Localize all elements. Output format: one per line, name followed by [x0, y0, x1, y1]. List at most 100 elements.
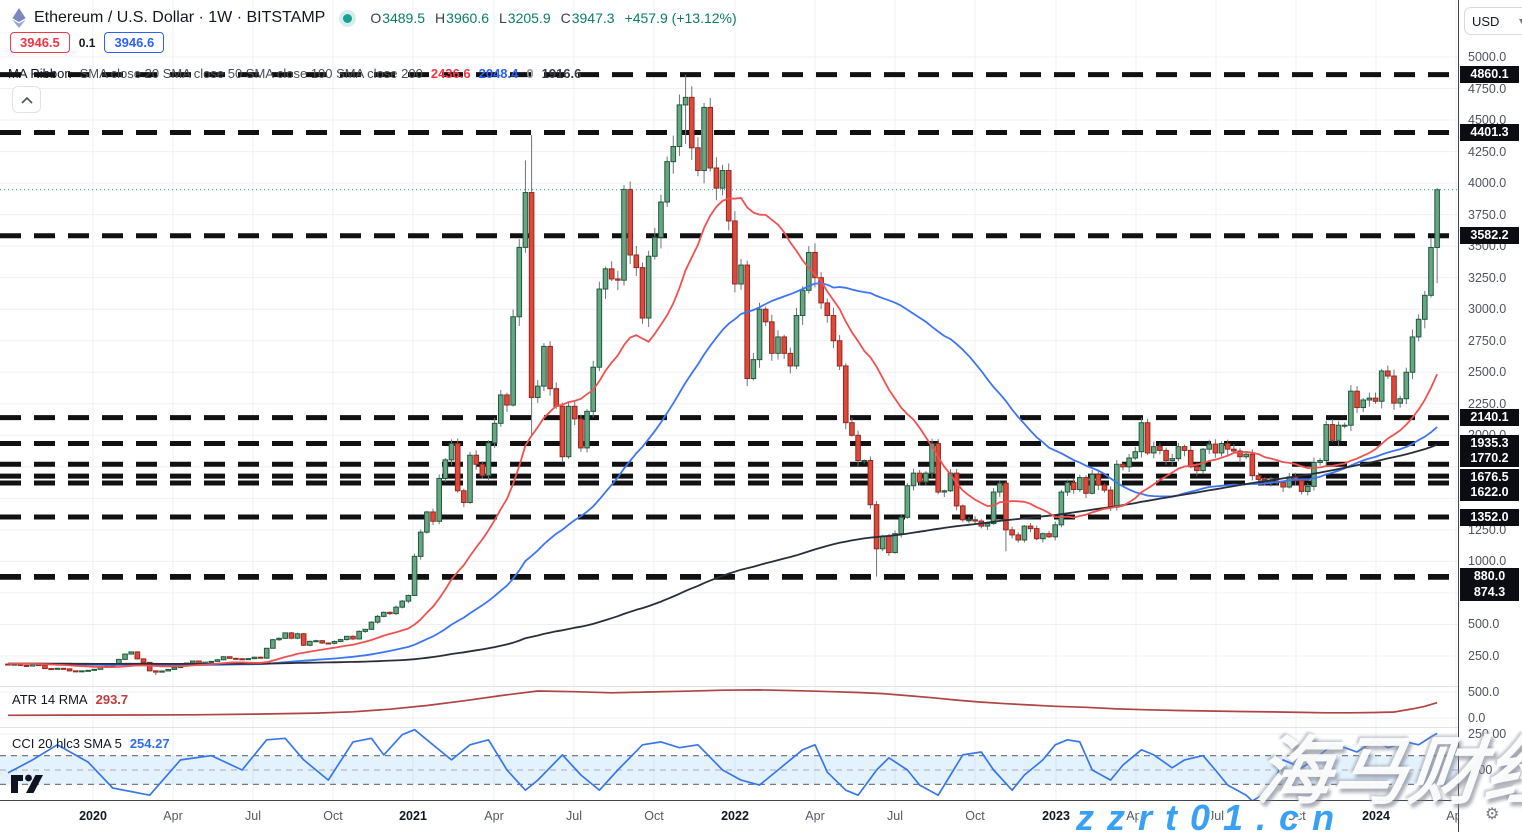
candle-body — [350, 635, 356, 640]
price-scale[interactable]: USD ▾ 5000.0 4750.0 4500.0 4250.0 4000.0 3750… — [1458, 0, 1522, 800]
candle-body — [688, 96, 695, 149]
candle-body — [670, 146, 677, 163]
collapse-legend-button[interactable] — [12, 86, 41, 113]
axis-corner: ⚙ — [1458, 800, 1522, 832]
time-axis[interactable]: 2020 Apr Jul Oct 2021 Apr Jul Oct 2022 Apr Jul Oct 2… — [0, 800, 1522, 832]
price-tick: 250.0 — [1468, 648, 1500, 663]
chart-canvas[interactable] — [0, 0, 1458, 800]
price-tick: 1000.0 — [1468, 554, 1507, 569]
candle-body — [534, 385, 541, 398]
candle-body — [424, 511, 430, 533]
candle-body — [1218, 442, 1225, 454]
candle-body — [1015, 534, 1022, 541]
candle-body — [578, 418, 584, 449]
candle-body — [553, 388, 560, 407]
price-level-label: 1770.2 — [1460, 449, 1519, 467]
candle-body — [1064, 482, 1071, 493]
candle-body — [522, 192, 529, 248]
price-tick: 500.0 — [1468, 617, 1500, 632]
candle-body — [1385, 370, 1391, 377]
candle-body — [541, 345, 547, 387]
candle-body — [356, 630, 362, 640]
time-tick-month: Apr — [805, 809, 825, 823]
candle-body — [941, 490, 948, 493]
candle-body — [393, 606, 399, 615]
price-level-label: 4860.1 — [1460, 66, 1519, 84]
candle-body — [984, 523, 991, 527]
time-tick-month: Jul — [1208, 809, 1224, 823]
candle-body — [276, 637, 282, 641]
candle-body — [695, 147, 701, 171]
candle-body — [325, 642, 332, 645]
candle-body — [245, 658, 252, 661]
candle-body — [830, 315, 837, 342]
candle-body — [282, 632, 288, 639]
candle-body — [565, 405, 572, 458]
candle-body — [491, 422, 498, 444]
candle-body — [1280, 482, 1286, 488]
candle-body — [824, 302, 831, 317]
sell-price-button[interactable]: 3946.5 — [10, 32, 70, 53]
candle-body — [1163, 449, 1169, 462]
indicator-params: SMA close 20 SMA close 50 SMA close 100 … — [79, 66, 423, 81]
atr-scale-tick: 500.0 — [1468, 685, 1500, 699]
price-tick: 3000.0 — [1468, 302, 1507, 317]
candle-body — [1040, 533, 1046, 540]
candle-body — [762, 308, 769, 323]
candle-body — [621, 188, 627, 281]
candle-body — [1083, 477, 1089, 494]
candle-body — [473, 454, 479, 465]
candle-body — [1372, 397, 1379, 402]
candle-body — [1089, 473, 1095, 494]
candle-body — [368, 621, 375, 630]
price-tick: 5000.0 — [1468, 50, 1507, 64]
candle-body — [1132, 451, 1139, 459]
buy-price-button[interactable]: 3946.6 — [104, 32, 165, 53]
settings-gear-icon[interactable]: ⚙ — [1485, 806, 1500, 823]
currency-dropdown[interactable]: USD ▾ — [1464, 7, 1522, 35]
candle-body — [879, 535, 886, 550]
time-tick-month: Oct — [323, 809, 343, 823]
candle-body — [682, 96, 689, 106]
candle-body — [929, 442, 935, 474]
atr-line — [7, 689, 1438, 717]
candle-body — [1144, 422, 1151, 454]
candle-body — [233, 657, 239, 660]
candle-body — [504, 394, 510, 406]
candle-body — [645, 255, 652, 319]
candle-body — [1169, 458, 1176, 462]
candle-body — [596, 288, 603, 368]
candle-body — [1033, 528, 1040, 540]
time-tick-month: Apr — [484, 809, 504, 823]
tradingview-logo[interactable] — [10, 771, 44, 800]
candle-body — [1243, 453, 1249, 458]
candle-body — [892, 533, 898, 554]
candle-body — [849, 422, 855, 436]
candle-body — [454, 442, 461, 492]
sma-20-line — [8, 197, 1438, 668]
candle-body — [713, 167, 720, 189]
price-tick: 3750.0 — [1468, 207, 1507, 222]
candle-body — [1058, 491, 1065, 526]
candle-body — [436, 477, 442, 522]
candle-body — [159, 670, 165, 673]
candle-body — [1360, 399, 1367, 409]
candle-body — [510, 316, 516, 406]
candle-body — [701, 106, 707, 171]
low-label: L — [498, 10, 507, 26]
candle-body — [744, 264, 751, 380]
candle-body — [54, 667, 61, 670]
candle-body — [1175, 446, 1182, 460]
candle-body — [479, 463, 486, 477]
candle-body — [904, 485, 911, 518]
candle-body — [1224, 442, 1231, 450]
candle-body — [842, 365, 849, 424]
candle-body — [855, 434, 861, 462]
candle-body — [485, 442, 492, 477]
price-tick: 4750.0 — [1468, 81, 1507, 96]
candle-body — [1107, 489, 1114, 508]
price-tick: 2250.0 — [1468, 396, 1507, 411]
candle-body — [313, 640, 319, 643]
candle-body — [787, 352, 794, 367]
